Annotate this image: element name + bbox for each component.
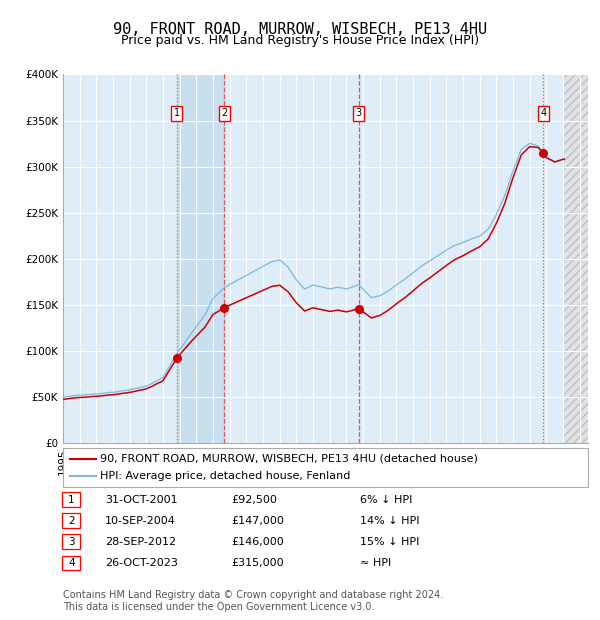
Text: 14% ↓ HPI: 14% ↓ HPI	[360, 516, 419, 526]
Bar	[177, 74, 224, 443]
Text: 26-OCT-2023: 26-OCT-2023	[105, 558, 178, 568]
Text: 31-OCT-2001: 31-OCT-2001	[105, 495, 178, 505]
Text: 4: 4	[540, 108, 547, 118]
Text: 90, FRONT ROAD, MURROW, WISBECH, PE13 4HU: 90, FRONT ROAD, MURROW, WISBECH, PE13 4H…	[113, 22, 487, 37]
Text: £147,000: £147,000	[231, 516, 284, 526]
Text: Contains HM Land Registry data © Crown copyright and database right 2024.
This d: Contains HM Land Registry data © Crown c…	[63, 590, 443, 612]
Text: 6% ↓ HPI: 6% ↓ HPI	[360, 495, 412, 505]
Text: 2: 2	[221, 108, 227, 118]
Text: 1: 1	[174, 108, 180, 118]
Text: 3: 3	[356, 108, 362, 118]
Text: ≈ HPI: ≈ HPI	[360, 558, 391, 568]
Text: 28-SEP-2012: 28-SEP-2012	[105, 537, 176, 547]
Text: £92,500: £92,500	[231, 495, 277, 505]
Text: HPI: Average price, detached house, Fenland: HPI: Average price, detached house, Fenl…	[100, 471, 350, 480]
Text: 2: 2	[68, 516, 75, 526]
Text: 4: 4	[68, 558, 75, 568]
Text: 90, FRONT ROAD, MURROW, WISBECH, PE13 4HU (detached house): 90, FRONT ROAD, MURROW, WISBECH, PE13 4H…	[100, 454, 478, 464]
Text: 3: 3	[68, 537, 75, 547]
Bar	[563, 74, 588, 443]
Text: £315,000: £315,000	[231, 558, 284, 568]
Text: Price paid vs. HM Land Registry's House Price Index (HPI): Price paid vs. HM Land Registry's House …	[121, 34, 479, 47]
Text: 1: 1	[68, 495, 75, 505]
Text: 10-SEP-2004: 10-SEP-2004	[105, 516, 176, 526]
Text: 15% ↓ HPI: 15% ↓ HPI	[360, 537, 419, 547]
Text: £146,000: £146,000	[231, 537, 284, 547]
